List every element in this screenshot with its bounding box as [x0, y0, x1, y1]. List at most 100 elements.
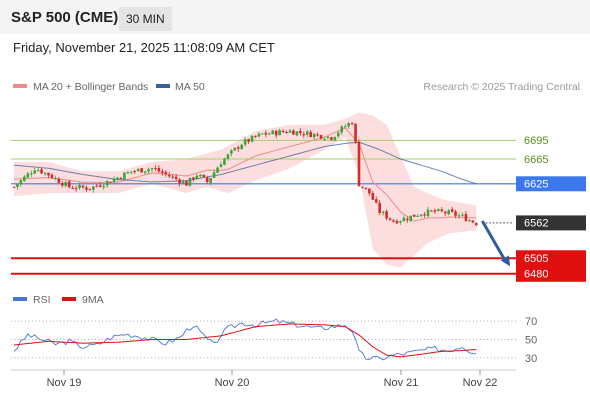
candle	[161, 168, 164, 176]
rsi-line	[13, 318, 477, 361]
candle	[133, 170, 137, 175]
candle	[285, 130, 288, 134]
candle	[350, 121, 354, 125]
rsi-ma-swatch	[62, 297, 76, 301]
candle	[116, 176, 119, 182]
tag-bg-6562	[516, 215, 586, 231]
candlesticks	[12, 121, 478, 227]
candle	[154, 165, 157, 171]
candle	[371, 190, 375, 201]
candle	[333, 136, 337, 142]
candle	[233, 147, 237, 152]
x-axis: Nov 19 Nov 20 Nov 21 Nov 22	[47, 370, 497, 389]
candle	[181, 179, 185, 185]
candle	[281, 129, 285, 134]
rsi-legend: RSI 9MA	[13, 294, 104, 306]
candle	[195, 173, 199, 181]
ma20-line	[13, 127, 477, 222]
candle	[406, 216, 409, 223]
candle	[385, 209, 388, 221]
candle	[409, 215, 413, 222]
forecast-arrow	[481, 183, 512, 267]
bollinger-bands	[14, 112, 477, 268]
candle	[126, 170, 130, 174]
candle	[85, 185, 88, 192]
page-title: S&P 500 (CME)	[11, 9, 119, 26]
legend-rsi-ma: 9MA	[82, 294, 104, 306]
candle	[395, 218, 399, 225]
candle	[47, 172, 50, 179]
candle	[250, 134, 254, 143]
key-levels	[11, 139, 516, 275]
candle	[105, 180, 109, 189]
candle	[312, 132, 316, 141]
candle	[174, 174, 178, 182]
candle	[247, 138, 250, 144]
candle	[361, 186, 364, 189]
candle	[205, 176, 209, 184]
candle	[192, 176, 195, 182]
candle	[364, 187, 368, 191]
candle	[254, 135, 257, 139]
candle	[357, 139, 361, 187]
moving-averages	[13, 127, 477, 222]
candle	[16, 183, 19, 190]
candle	[430, 210, 433, 212]
candle	[167, 171, 171, 179]
candle	[236, 145, 240, 152]
candle	[98, 182, 102, 188]
candle	[61, 180, 64, 188]
level-label-6695: 6695	[524, 135, 548, 147]
candle	[230, 149, 233, 157]
candle	[178, 177, 181, 187]
support-tag-bg	[516, 250, 586, 282]
rsi-lines	[13, 318, 477, 361]
candle	[388, 217, 392, 222]
candle	[57, 177, 61, 184]
candle	[299, 128, 302, 136]
candle	[347, 121, 350, 130]
legend-ma20: MA 20 + Bollinger Bands	[33, 81, 148, 93]
candle	[88, 188, 92, 191]
ma50-line	[13, 141, 477, 185]
candle	[288, 128, 292, 134]
candle	[368, 188, 371, 196]
candle	[381, 210, 385, 216]
candle	[305, 129, 309, 138]
rsi-tick-30: 30	[525, 353, 537, 365]
level-label-6505: 6505	[524, 253, 548, 265]
candle	[71, 185, 74, 189]
candle	[67, 179, 71, 189]
candle	[292, 129, 295, 135]
candle	[119, 177, 123, 180]
candle	[423, 212, 426, 218]
timeframe-selector[interactable]: 30 MIN	[119, 7, 172, 31]
candle	[437, 208, 440, 212]
candle	[50, 173, 54, 179]
candle	[223, 157, 226, 166]
candle	[226, 153, 230, 161]
x-label: Nov 19	[47, 377, 82, 389]
candle	[257, 132, 261, 139]
candle	[340, 125, 344, 135]
candle	[319, 134, 323, 140]
legend-rsi: RSI	[33, 294, 51, 306]
chart-header: S&P 500 (CME) 30 MIN	[0, 0, 590, 34]
candle	[43, 172, 47, 177]
candle	[240, 143, 243, 150]
candle	[209, 177, 212, 186]
forecast-arrow-head	[500, 255, 510, 267]
candle	[268, 132, 271, 135]
tag-bg-6625	[516, 176, 586, 192]
candle	[78, 182, 81, 191]
candle	[354, 123, 357, 144]
candle	[399, 220, 402, 225]
candle	[261, 133, 264, 135]
level-tags: 6695 6665 6625 6562 6505 6480	[516, 135, 586, 282]
candle	[102, 183, 105, 190]
candle	[433, 208, 437, 215]
candle	[92, 186, 95, 193]
rsi-grid: 70 50 30	[11, 316, 537, 365]
legend-ma50: MA 50	[175, 81, 205, 93]
